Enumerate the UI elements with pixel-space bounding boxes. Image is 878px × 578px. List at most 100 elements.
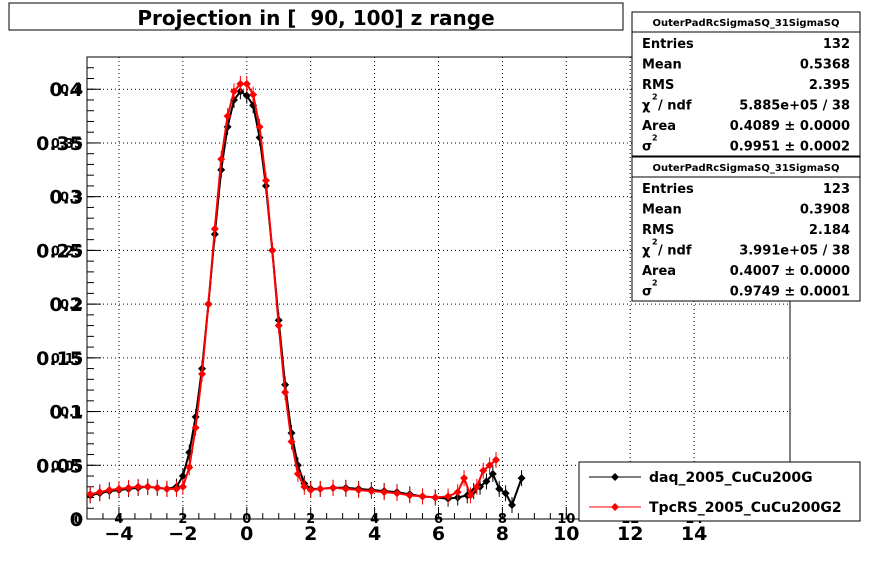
data-point <box>293 469 302 478</box>
y-tick-label-inner: 0.35 <box>51 137 83 152</box>
stats-label: Area <box>642 119 676 134</box>
x-tick-label-inner: 2 <box>178 512 187 527</box>
data-point <box>507 501 516 510</box>
x-tick-label-inner: 6 <box>434 512 443 527</box>
x-tick-label-inner: 0 <box>242 512 251 527</box>
stats-label: χ <box>642 244 651 259</box>
data-point <box>281 388 290 397</box>
data-point <box>261 176 270 185</box>
data-point <box>479 466 488 475</box>
data-point <box>242 79 251 88</box>
x-tick-label: 0 <box>240 523 253 545</box>
data-point <box>105 485 114 494</box>
stats-layer: OuterPadRcSigmaSQ_31SigmaSQ Entries 132 Mea… <box>631 11 861 302</box>
series-tpcrs <box>86 75 501 506</box>
data-point <box>162 484 171 493</box>
stats-label: Mean <box>642 58 682 73</box>
stats-label: Area <box>642 264 676 279</box>
y-tick-label: 0.35 <box>36 133 83 155</box>
data-point <box>268 246 277 255</box>
data-point <box>274 321 283 330</box>
x-tick-label-inner: 2 <box>306 512 315 527</box>
x-tick-label: 2 <box>304 523 317 545</box>
x-tick-label: 12 <box>617 523 643 545</box>
data-point <box>210 224 219 233</box>
y-tick-label: 0.3 <box>49 187 83 209</box>
stats-header: OuterPadRcSigmaSQ_31SigmaSQ <box>653 163 840 174</box>
data-point <box>316 484 325 493</box>
y-tick-label: 0.4 <box>49 79 83 101</box>
data-point <box>242 91 251 100</box>
x-tick-label: 8 <box>496 523 509 545</box>
stats-label: χ <box>642 99 651 114</box>
stats-box: OuterPadRcSigmaSQ_31SigmaSQ Entries 132 Mea… <box>631 11 861 157</box>
data-point <box>172 484 181 493</box>
data-point <box>86 490 95 499</box>
x-tick-label-inner: 4 <box>370 512 379 527</box>
data-point <box>472 482 481 491</box>
data-point <box>191 423 200 432</box>
y-tick-label: 0 <box>70 509 83 531</box>
stats-label: Mean <box>642 203 682 218</box>
data-point <box>153 483 162 492</box>
stats-label: RMS <box>642 223 674 238</box>
data-point <box>380 488 389 497</box>
data-point <box>114 484 123 493</box>
stats-header: OuterPadRcSigmaSQ_31SigmaSQ <box>653 18 840 29</box>
y-tick-label-inner: 0.05 <box>51 459 83 474</box>
stats-label-sup: 2 <box>652 279 658 288</box>
series-layer <box>86 75 526 514</box>
data-point <box>124 483 133 492</box>
stats-value: 0.5368 <box>800 58 850 73</box>
stats-label-sup: 2 <box>652 238 658 247</box>
stats-value: 0.9749 ± 0.0001 <box>730 285 850 300</box>
data-point <box>229 87 238 96</box>
data-point <box>255 122 264 131</box>
data-point <box>143 482 152 491</box>
data-point <box>217 155 226 164</box>
y-tick-label: 0.05 <box>36 455 83 477</box>
data-point <box>460 474 469 483</box>
stats-label: RMS <box>642 78 674 93</box>
stats-box-frame <box>631 11 861 157</box>
stats-value: 5.885e+05 / 38 <box>739 99 850 114</box>
x-tick-label-inner: 4 <box>114 512 123 527</box>
legend-label: daq_2005_CuCu200G <box>649 470 813 486</box>
legend-marker <box>611 473 619 481</box>
stats-label: Entries <box>642 182 694 197</box>
legend-entry: daq_2005_CuCu200G <box>589 470 813 486</box>
x-tick-label-inner: 10 <box>557 512 575 527</box>
data-point <box>198 369 207 378</box>
stats-value: 2.184 <box>809 223 850 238</box>
y-tick-label-inner: 0.4 <box>60 83 83 98</box>
data-point <box>134 482 143 491</box>
stats-value: 0.3908 <box>800 203 850 218</box>
data-point <box>354 485 363 494</box>
x-tick-label: 10 <box>553 523 579 545</box>
x-tick-label: −4 <box>104 523 133 545</box>
data-point <box>517 474 526 483</box>
data-point <box>236 79 245 88</box>
y-tick-label-inner: 0.25 <box>51 244 83 259</box>
data-point <box>485 461 494 470</box>
legend-label: TpcRS_2005_CuCu200G2 <box>649 500 842 516</box>
stats-label: σ <box>642 285 652 300</box>
data-point <box>341 484 350 493</box>
title-box: Projection in [ 90, 100] z range <box>8 2 624 31</box>
x-tick-label: −2 <box>168 523 197 545</box>
axes: −44−220022446688101012121414000.050.050.… <box>36 67 791 545</box>
stats-label-suffix: / ndf <box>658 244 692 259</box>
chart-title: Projection in [ 90, 100] z range <box>137 6 494 30</box>
y-tick-label-inner: 0.1 <box>60 406 83 421</box>
y-tick-label: 0.15 <box>36 348 83 370</box>
data-point <box>300 482 309 491</box>
data-point <box>418 492 427 501</box>
stats-value: 2.395 <box>809 78 850 93</box>
y-tick-label: 0.2 <box>49 294 83 316</box>
stats-value: 123 <box>823 182 850 197</box>
data-point <box>482 477 491 486</box>
data-point <box>249 90 258 99</box>
y-tick-label: 0.25 <box>36 240 83 262</box>
legend-frame <box>578 461 861 522</box>
